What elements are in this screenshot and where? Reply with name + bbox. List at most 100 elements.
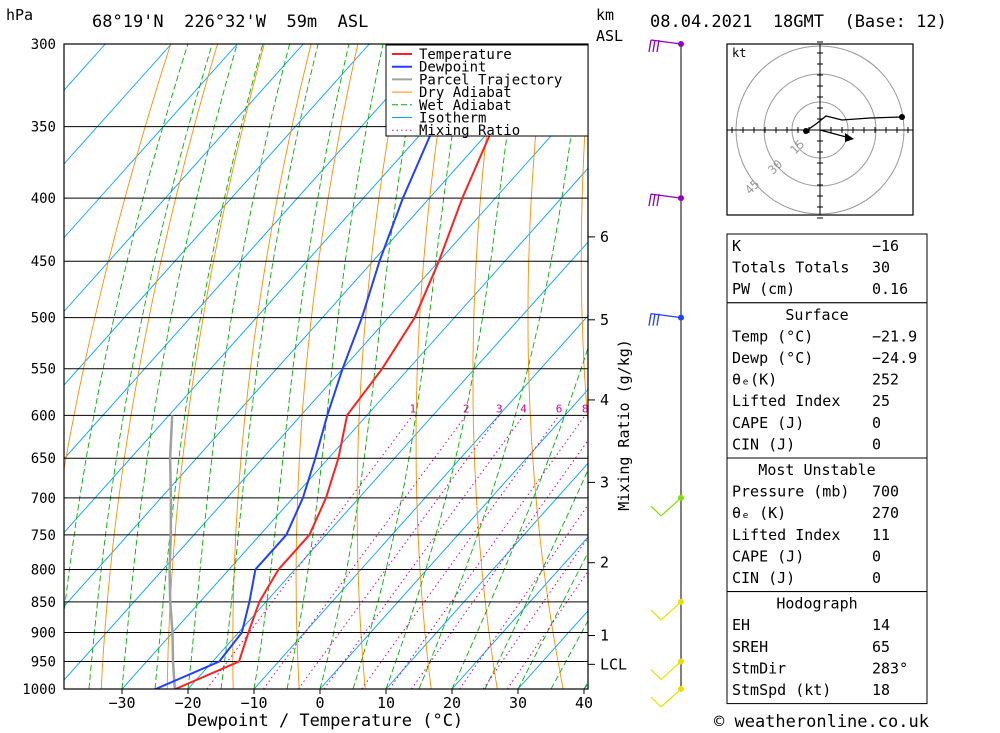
isotherm-line	[385, 462, 588, 689]
table-row-label: Totals Totals	[732, 259, 849, 277]
temperature-tick-label: 10	[377, 694, 395, 712]
wet-adiabat-line	[64, 44, 189, 618]
dry-adiabat-line	[580, 81, 588, 429]
profiles	[155, 44, 529, 689]
wind-barb-shaft	[650, 193, 682, 199]
wind-barb-feather	[656, 194, 660, 207]
isotherm-line	[64, 93, 588, 681]
dry-adiabat-line	[527, 44, 564, 689]
table-row-value: 18	[872, 681, 890, 699]
height-km-label: 2	[600, 554, 609, 572]
wind-barb-feather	[652, 194, 656, 207]
table-row-label: Dewp (°C)	[732, 349, 813, 367]
wet-adiabat-line	[418, 44, 584, 689]
table-row-label: CIN (J)	[732, 435, 795, 453]
isotherm-line	[451, 536, 588, 689]
table-row-value: 0.16	[872, 280, 908, 298]
wet-adiabat-line	[451, 346, 588, 689]
dry-adiabat-line	[166, 44, 265, 689]
mixing-ratio-label: 4	[520, 402, 527, 415]
wind-barb-feather	[652, 39, 656, 53]
wind-barb-feather	[648, 194, 652, 207]
legend-label: Parcel Trajectory	[419, 72, 562, 88]
hodograph-trace	[805, 115, 903, 132]
wind-barb-shaft	[650, 39, 682, 45]
wind-barb-shaft	[660, 661, 682, 680]
legend-label: Dry Adiabat	[419, 85, 512, 101]
wind-barb-feather	[650, 505, 662, 517]
wind-barb-feather	[650, 696, 662, 708]
pressure-tick-label: 600	[31, 408, 56, 424]
mixing-ratio-line	[388, 415, 586, 689]
wind-barb-feather	[652, 313, 656, 326]
pressure-tick-label: 450	[31, 254, 56, 270]
wind-barb-shaft	[660, 497, 682, 517]
table-row-value: 270	[872, 504, 899, 522]
table-title: Hodograph	[776, 595, 857, 613]
wind-barb-feather	[656, 313, 660, 326]
table-row-label: EH	[732, 616, 750, 634]
table-row-label: StmSpd (kt)	[732, 681, 831, 699]
table-row-label: StmDir	[732, 659, 786, 677]
height-km-label: 6	[600, 228, 609, 246]
isotherm-line	[64, 44, 568, 607]
unstable-table	[726, 457, 928, 593]
isotherm-line	[64, 44, 238, 239]
parcel-trajectory-line	[168, 415, 177, 689]
table-row-label: CAPE (J)	[732, 547, 804, 565]
wet-adiabat-line	[88, 44, 213, 689]
wind-barb-shaft	[660, 688, 682, 708]
temperature-line	[175, 44, 529, 689]
pressure-tick-label: 400	[31, 191, 56, 207]
dry-adiabat-line	[633, 44, 695, 689]
table-row-value: 283°	[872, 659, 908, 677]
axis-labels: 3003504004505005506006507007508008509009…	[22, 37, 627, 712]
table-row-value: 11	[872, 526, 890, 544]
location-title: 68°19'N 226°32'W 59m ASL	[92, 12, 368, 32]
pressure-tick-label: 300	[31, 37, 56, 53]
table-row-label: Temp (°C)	[732, 327, 813, 345]
table-row-value: −24.9	[872, 349, 917, 367]
temperature-tick-label: 0	[315, 694, 324, 712]
mixing-ratio-label: 20	[667, 402, 680, 415]
isotherm-line	[64, 44, 502, 534]
mixing-ratio-label: 25	[689, 402, 702, 415]
dewpoint-line	[155, 44, 470, 689]
wet-adiabat-line	[253, 44, 350, 689]
temperature-tick-label: −20	[174, 694, 201, 712]
isotherm-line	[187, 241, 588, 689]
height-km-label: 3	[600, 473, 609, 491]
legend-label: Isotherm	[419, 111, 486, 127]
pressure-tick-label: 700	[31, 491, 56, 507]
mixing-ratio-line	[206, 414, 414, 689]
wet-adiabat-line	[121, 44, 238, 689]
x-axis-label: Dewpoint / Temperature (°C)	[187, 711, 463, 731]
pressure-tick-label: 850	[31, 595, 56, 611]
pressure-tick-label: 900	[31, 626, 56, 642]
table-row-value: 30	[872, 259, 890, 277]
hodograph-end-dot	[899, 114, 905, 120]
height-km-label: LCL	[600, 655, 627, 673]
wet-adiabat-line	[154, 44, 264, 689]
wet-adiabat-line	[385, 44, 521, 689]
wet-adiabat-line	[550, 619, 588, 689]
mixing-ratio-label: 6	[556, 402, 563, 415]
table-row-label: Pressure (mb)	[732, 483, 849, 501]
mixing-ratio-line	[506, 570, 588, 689]
table-row-value: 65	[872, 638, 890, 656]
table-title: Surface	[785, 306, 848, 324]
table-row-label: PW (cm)	[732, 280, 795, 298]
pressure-tick-label: 550	[31, 362, 56, 378]
temperature-tick-label: −10	[240, 694, 267, 712]
wet-adiabat-line	[220, 44, 319, 689]
dry-adiabat-line	[100, 44, 218, 689]
mixing-ratio-axis-label: Mixing Ratio (g/kg)	[615, 339, 633, 511]
wind-barb-feather	[648, 313, 652, 326]
dry-adiabat-line	[966, 44, 1000, 689]
pressure-tick-label: 500	[31, 311, 56, 327]
wind-barb-shaft	[650, 313, 682, 319]
mixing-ratio-line	[410, 439, 588, 689]
height-unit-km: km	[596, 6, 614, 24]
